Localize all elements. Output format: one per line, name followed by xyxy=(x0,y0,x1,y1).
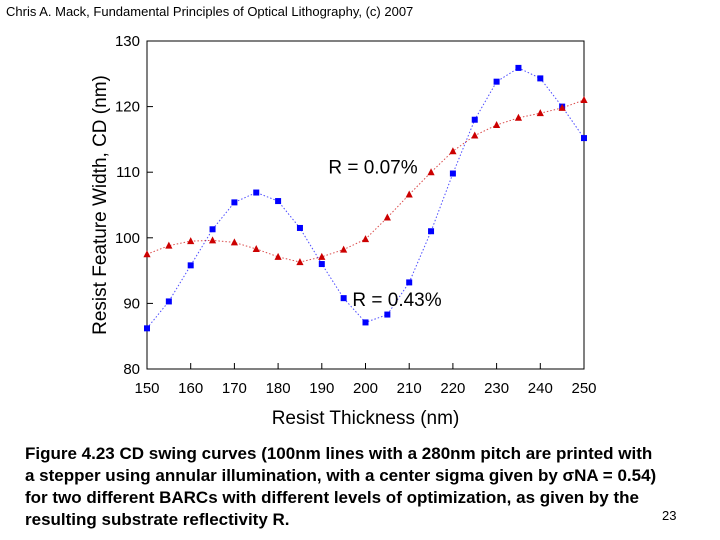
y-tick-label: 80 xyxy=(123,361,140,378)
data-point-triangle xyxy=(187,237,195,245)
data-point-triangle xyxy=(427,168,435,176)
data-point-square xyxy=(340,295,347,302)
data-point-triangle xyxy=(449,147,457,155)
data-point-square xyxy=(515,64,522,71)
data-point-square xyxy=(209,226,216,233)
x-tick-label: 230 xyxy=(484,380,509,397)
y-tick-label: 100 xyxy=(115,230,140,247)
data-point-square xyxy=(493,78,500,85)
y-axis-label: Resist Feature Width, CD (nm) xyxy=(90,75,111,335)
data-point-triangle xyxy=(471,131,479,139)
data-point-square xyxy=(165,298,172,305)
x-tick-label: 250 xyxy=(571,380,596,397)
data-point-square xyxy=(231,199,238,206)
data-point-triangle xyxy=(361,235,370,243)
data-point-square xyxy=(384,311,391,318)
data-point-square xyxy=(406,279,413,286)
data-point-square xyxy=(318,261,325,268)
data-point-triangle xyxy=(252,244,260,252)
data-point-square xyxy=(362,319,369,326)
x-axis-label: Resist Thickness (nm) xyxy=(272,408,460,429)
caption-text-1: Figure 4.23 CD swing curves (100nm lines… xyxy=(25,444,653,485)
y-tick-label: 90 xyxy=(123,295,140,312)
x-tick-label: 200 xyxy=(353,380,378,397)
data-point-triangle xyxy=(580,96,588,104)
x-tick-label: 210 xyxy=(397,380,422,397)
data-point-square xyxy=(471,116,478,123)
data-point-triangle xyxy=(340,245,348,253)
data-point-triangle xyxy=(296,258,304,266)
data-point-triangle xyxy=(143,250,151,258)
data-point-triangle xyxy=(165,241,173,249)
data-point-triangle xyxy=(274,252,282,260)
header-credit: Chris A. Mack, Fundamental Principles of… xyxy=(6,4,414,19)
x-tick-label: 160 xyxy=(178,380,203,397)
y-tick-label: 110 xyxy=(116,164,140,181)
data-point-triangle xyxy=(383,213,391,221)
y-tick-label: 120 xyxy=(115,99,140,116)
data-point-square xyxy=(581,135,587,142)
figure-caption: Figure 4.23 CD swing curves (100nm lines… xyxy=(25,443,665,531)
data-point-triangle xyxy=(318,252,326,260)
x-tick-label: 190 xyxy=(309,380,334,397)
page-number: 23 xyxy=(662,508,677,523)
data-point-square xyxy=(296,224,303,231)
data-point-triangle xyxy=(493,120,501,128)
sigma-symbol: σ xyxy=(562,466,575,485)
data-point-triangle xyxy=(208,236,217,244)
data-point-square xyxy=(449,170,456,177)
data-point-triangle xyxy=(558,103,566,111)
data-point-square xyxy=(187,262,194,269)
x-tick-label: 240 xyxy=(528,380,553,397)
data-point-triangle xyxy=(514,113,523,121)
data-point-triangle xyxy=(230,238,238,246)
annotation-label-2: R = 0.43% xyxy=(352,290,441,311)
data-point-square xyxy=(144,325,150,332)
data-point-square xyxy=(275,198,282,205)
data-point-triangle xyxy=(536,109,544,117)
swing-curve-chart: 150 160 170 180 190 200 210 220 230 240 250 80 90 100… xyxy=(90,33,597,429)
annotation-label-1: R = 0.07% xyxy=(328,158,417,179)
x-tick-label: 180 xyxy=(266,380,291,397)
data-point-triangle xyxy=(405,190,413,198)
plot-area: 150 160 170 180 190 200 210 220 230 240 250 80 90 100… xyxy=(90,33,597,429)
x-tick-label: 170 xyxy=(222,380,247,397)
x-tick-label: 220 xyxy=(440,380,465,397)
data-point-square xyxy=(253,189,260,196)
y-tick-label: 130 xyxy=(115,33,140,50)
caption-text-2: NA = 0.54) for two different BARCs with … xyxy=(25,466,657,529)
data-point-square xyxy=(428,228,435,235)
data-point-square xyxy=(537,75,544,82)
x-tick-label: 150 xyxy=(134,380,159,397)
